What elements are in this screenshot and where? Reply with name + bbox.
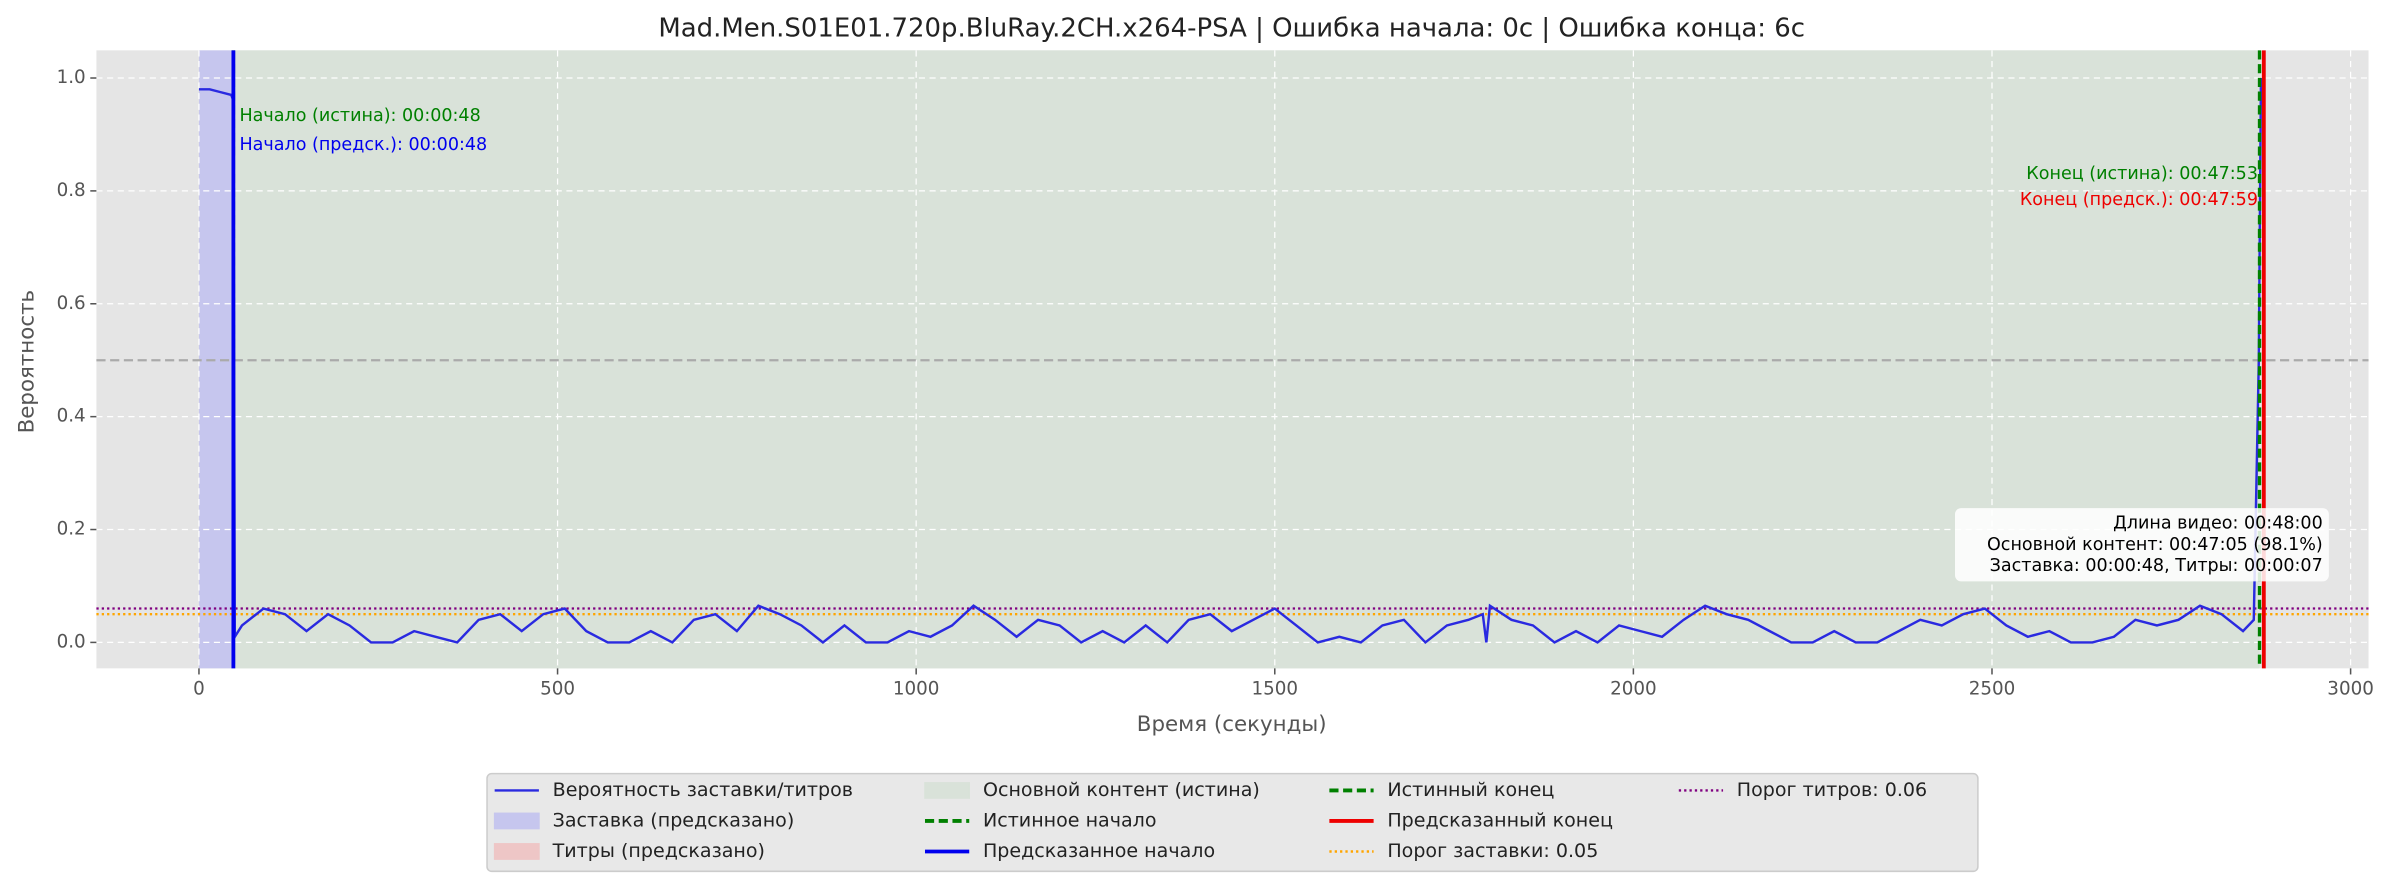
x-tick-label: 500 — [540, 679, 575, 700]
legend-label: Вероятность заставки/титров — [553, 779, 853, 801]
legend-box — [486, 772, 1979, 873]
y-tick-label: 0.6 — [57, 293, 86, 314]
legend-label: Порог заставки: 0.05 — [1387, 840, 1598, 862]
legend-label: Предсказанное начало — [983, 840, 1215, 862]
x-axis-label: Время (секунды) — [1137, 712, 1327, 737]
x-tick-label: 2000 — [1610, 679, 1657, 700]
info-text: Основной контент: 00:47:05 (98.1%) — [1987, 535, 2323, 555]
y-tick-label: 0.0 — [57, 631, 86, 652]
annotation: Конец (истина): 00:47:53 — [2026, 164, 2258, 184]
legend-swatch — [493, 812, 540, 830]
probability-line — [198, 77, 2263, 645]
info-text: Длина видео: 00:48:00 — [2113, 513, 2323, 533]
legend-label: Предсказанный конец — [1387, 809, 1613, 831]
legend-label: Порог титров: 0.06 — [1737, 779, 1927, 801]
legend-label: Титры (предсказано) — [552, 840, 765, 862]
x-tick-label: 1500 — [1251, 679, 1298, 700]
annotation: Конец (предск.): 00:47:59 — [2020, 190, 2258, 210]
annotation: Начало (истина): 00:00:48 — [239, 106, 480, 126]
chart-title: Mad.Men.S01E01.720p.BluRay.2CH.x264-PSA … — [658, 13, 1805, 43]
x-tick-label: 0 — [193, 679, 205, 700]
x-tick-label: 1000 — [893, 679, 940, 700]
legend-label: Основной контент (истина) — [983, 779, 1260, 801]
y-axis-label: Вероятность — [15, 290, 40, 434]
legend-swatch — [924, 782, 970, 799]
y-tick-label: 0.8 — [57, 180, 86, 201]
legend-label: Истинное начало — [983, 809, 1157, 831]
legend-label: Заставка (предсказано) — [553, 809, 795, 831]
annotation: Начало (предск.): 00:00:48 — [239, 135, 487, 155]
legend-label: Истинный конец — [1387, 779, 1554, 801]
y-tick-label: 0.4 — [57, 406, 86, 427]
info-text: Заставка: 00:00:48, Титры: 00:00:07 — [1990, 556, 2323, 576]
x-tick-label: 2500 — [1969, 679, 2016, 700]
legend-swatch — [493, 843, 540, 860]
y-tick-label: 1.0 — [57, 67, 86, 88]
x-tick-label: 3000 — [2327, 679, 2374, 700]
info-box — [1955, 508, 2329, 582]
y-tick-label: 0.2 — [57, 519, 86, 540]
